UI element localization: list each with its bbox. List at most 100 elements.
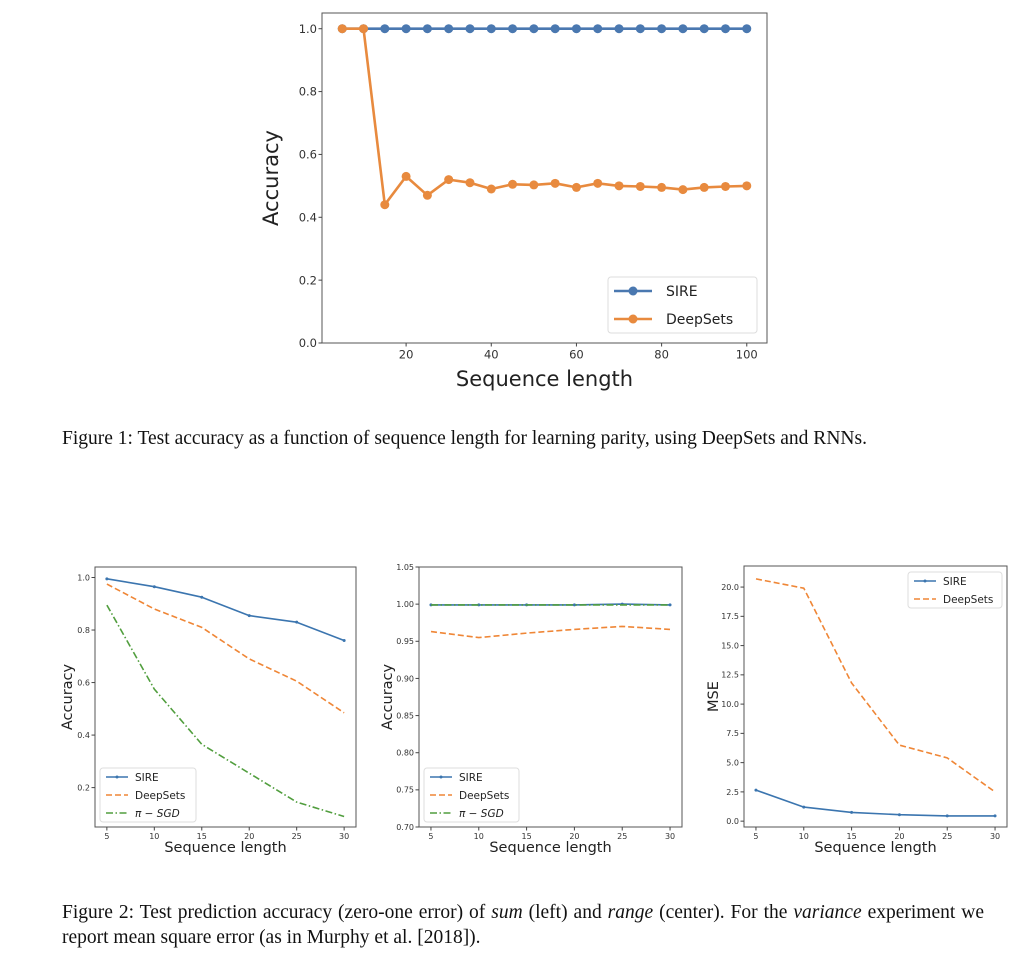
y-tick-label: 0.80 bbox=[396, 749, 414, 758]
caption-italic-variance: variance bbox=[793, 902, 862, 923]
x-axis-label: Sequence length bbox=[456, 367, 633, 391]
x-tick-label: 15 bbox=[521, 832, 531, 841]
series-line-sire bbox=[755, 789, 995, 817]
data-point bbox=[571, 182, 581, 192]
chart-1: 20 40 60 80 100 0.0 0.2 0.4 0.6 0.8 1.0 Sequence le… bbox=[259, 12, 768, 391]
data-point bbox=[657, 182, 667, 192]
x-tick-label: 15 bbox=[846, 832, 856, 841]
x-tick-label: 20 bbox=[399, 348, 414, 362]
x-tick-label: 40 bbox=[484, 348, 499, 362]
data-point bbox=[550, 24, 560, 34]
legend: SIRE DeepSets bbox=[607, 276, 758, 334]
x-tick-label: 20 bbox=[894, 832, 904, 841]
legend-marker bbox=[628, 286, 638, 296]
data-point bbox=[614, 24, 624, 34]
x-tick-label: 25 bbox=[617, 832, 627, 841]
data-point bbox=[720, 181, 730, 191]
data-point bbox=[572, 603, 576, 607]
y-tick-label: 20.0 bbox=[721, 583, 739, 592]
data-point bbox=[742, 181, 752, 191]
data-point bbox=[422, 190, 432, 200]
y-tick-label: 0.0 bbox=[726, 817, 739, 826]
data-point bbox=[337, 24, 347, 34]
data-point bbox=[529, 24, 539, 34]
data-point bbox=[945, 814, 949, 818]
data-point bbox=[486, 24, 496, 34]
x-tick-label: 5 bbox=[428, 832, 433, 841]
x-tick-label: 5 bbox=[104, 832, 109, 841]
data-point bbox=[699, 182, 709, 192]
x-tick-label: 20 bbox=[569, 832, 579, 841]
y-tick-label: 17.5 bbox=[721, 612, 739, 621]
legend-marker bbox=[923, 579, 927, 583]
y-tick-label: 0.2 bbox=[77, 783, 90, 792]
legend-label: DeepSets bbox=[135, 790, 185, 802]
x-axis-label: Sequence length bbox=[489, 840, 611, 856]
data-point bbox=[152, 585, 156, 589]
legend-label: DeepSets bbox=[459, 790, 509, 802]
x-axis-label: Sequence length bbox=[814, 840, 936, 856]
data-point bbox=[508, 179, 518, 189]
data-point bbox=[444, 24, 454, 34]
chart-4: 5 10 15 20 25 30 0.0 2.5 5.0 7.5 10.0 12.5 15.0 17.5 2… bbox=[706, 565, 1008, 856]
data-point bbox=[614, 181, 624, 191]
data-point bbox=[508, 24, 518, 34]
data-point bbox=[850, 810, 854, 814]
y-tick-label: 0.75 bbox=[396, 786, 414, 795]
data-point bbox=[422, 24, 432, 34]
y-tick-label: 2.5 bbox=[726, 788, 739, 797]
x-tick-label: 100 bbox=[736, 348, 758, 362]
data-point bbox=[247, 614, 251, 618]
data-point bbox=[486, 184, 496, 194]
y-tick-label: 0.4 bbox=[299, 210, 317, 224]
data-point bbox=[465, 178, 475, 188]
data-point bbox=[678, 185, 688, 195]
data-point bbox=[342, 639, 346, 643]
data-point bbox=[720, 24, 730, 34]
data-point bbox=[635, 24, 645, 34]
chart-2: 5 10 15 20 25 30 0.2 0.4 0.6 0.8 1.0 Sequence lengt… bbox=[60, 566, 357, 856]
legend-box bbox=[423, 767, 520, 823]
legend-marker bbox=[115, 775, 119, 779]
plot-frame bbox=[743, 565, 1008, 828]
x-tick-label: 30 bbox=[990, 832, 1000, 841]
data-point bbox=[380, 24, 390, 34]
data-point bbox=[635, 181, 645, 191]
y-tick-label: 5.0 bbox=[726, 759, 739, 768]
data-point bbox=[105, 577, 109, 581]
x-tick-label: 20 bbox=[244, 832, 254, 841]
legend-marker bbox=[439, 775, 443, 779]
y-tick-label: 0.70 bbox=[396, 823, 414, 832]
series-line-deepsets bbox=[430, 625, 671, 639]
data-point bbox=[571, 24, 581, 34]
series-line-deepsets bbox=[755, 578, 996, 793]
data-point bbox=[529, 180, 539, 190]
data-point bbox=[401, 24, 411, 34]
caption-italic-sum: sum bbox=[491, 902, 523, 923]
y-tick-label: 0.2 bbox=[299, 273, 317, 287]
legend: SIRE DeepSets π − SGD bbox=[99, 767, 197, 823]
data-point bbox=[593, 178, 603, 188]
y-tick-label: 0.0 bbox=[299, 336, 317, 350]
y-axis-label: MSE bbox=[706, 681, 722, 712]
y-tick-label: 0.85 bbox=[396, 711, 414, 720]
data-point bbox=[668, 603, 672, 607]
x-tick-label: 10 bbox=[149, 832, 159, 841]
y-axis-label: Accuracy bbox=[380, 663, 396, 730]
legend-label: π − SGD bbox=[135, 808, 180, 820]
legend-label: DeepSets bbox=[666, 312, 733, 328]
series-line-sire bbox=[106, 578, 345, 642]
y-tick-label: 0.90 bbox=[396, 674, 414, 683]
data-point bbox=[550, 178, 560, 188]
y-tick-label: 12.5 bbox=[721, 671, 739, 680]
legend-label: π − SGD bbox=[459, 808, 504, 820]
legend-label: DeepSets bbox=[943, 594, 993, 606]
data-point bbox=[359, 24, 369, 34]
y-tick-label: 0.4 bbox=[77, 731, 90, 740]
data-point bbox=[699, 24, 709, 34]
y-tick-label: 0.6 bbox=[77, 678, 90, 687]
y-tick-label: 1.00 bbox=[396, 600, 414, 609]
series-line-sgd bbox=[106, 604, 345, 818]
caption-italic-range: range bbox=[607, 902, 654, 923]
